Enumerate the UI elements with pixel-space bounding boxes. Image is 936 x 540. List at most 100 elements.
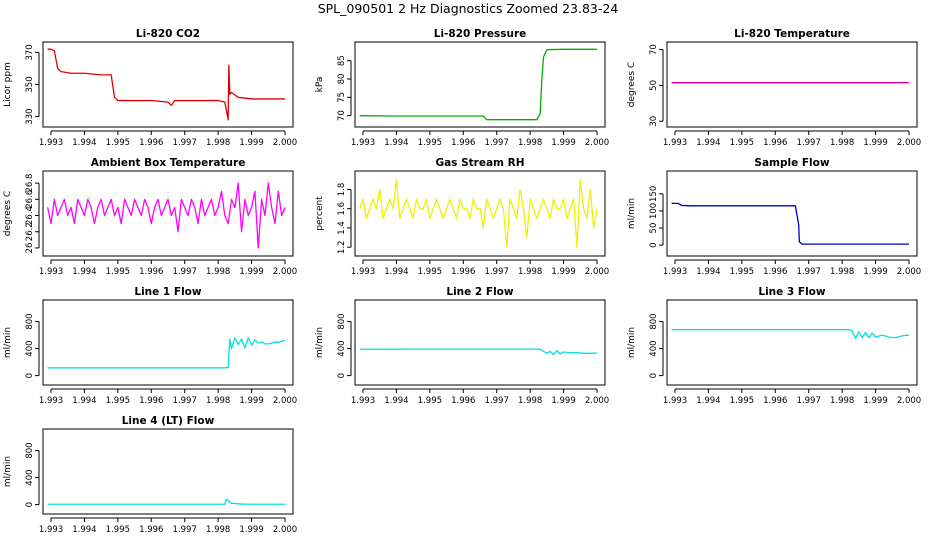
x-tick-label: 1.994 (72, 138, 96, 148)
y-tick-label: 150 (649, 186, 659, 202)
chart-panel: Line 2 Flow ml/min 1.993 1.994 1.995 1.996 1.9… (315, 286, 609, 406)
x-tick-label: 1.993 (351, 138, 375, 148)
chart-panel: Li-820 CO2 Licor ppm 1.993 1.994 1.995 1.996 1… (3, 28, 297, 148)
chart-panel: Line 4 (LT) Flow ml/min 1.993 1.994 1.995 1.9… (3, 415, 297, 535)
x-tick-label: 1.996 (139, 396, 163, 406)
x-tick-label: 1.999 (551, 267, 575, 277)
series-line (671, 202, 909, 245)
chart-title: Line 3 Flow (758, 286, 825, 298)
chart-title: Line 1 Flow (134, 286, 201, 298)
page-title: SPL_090501 2 Hz Diagnostics Zoomed 23.83… (317, 1, 619, 16)
y-tick-label: 26.6 (25, 190, 35, 209)
plot-frame (42, 428, 294, 515)
x-tick-label: 1.994 (72, 525, 96, 535)
chart-title: Gas Stream RH (435, 157, 524, 169)
x-tick-label: 1.996 (763, 396, 787, 406)
x-tick-label: 2.000 (897, 396, 921, 406)
x-tick-label: 1.999 (239, 267, 263, 277)
y-tick-label: 0 (649, 242, 659, 247)
series-line (671, 329, 910, 340)
x-tick-label: 1.999 (239, 525, 263, 535)
y-tick-label: 1.4 (337, 221, 347, 235)
y-tick-label: 100 (649, 203, 659, 219)
x-tick-label: 1.998 (830, 267, 854, 277)
x-tick-label: 1.994 (384, 396, 408, 406)
x-tick-label: 2.000 (273, 138, 297, 148)
y-axis-label: kPa (315, 77, 325, 93)
x-tick-label: 1.999 (863, 267, 887, 277)
x-tick-label: 1.998 (518, 267, 542, 277)
y-axis-label: ml/min (627, 327, 637, 358)
y-axis-label: Licor ppm (3, 62, 13, 107)
x-tick-label: 1.994 (696, 267, 720, 277)
plot-frame (42, 170, 294, 257)
x-tick-label: 1.993 (663, 267, 687, 277)
x-tick-label: 1.998 (830, 396, 854, 406)
plot-frame (666, 299, 918, 386)
y-axis-label: ml/min (3, 456, 13, 487)
y-axis-label: ml/min (627, 198, 637, 229)
x-tick-label: 1.997 (797, 138, 821, 148)
y-tick-label: 80 (337, 74, 347, 85)
y-tick-label: 0 (649, 373, 659, 378)
x-tick-label: 2.000 (273, 267, 297, 277)
x-tick-label: 1.997 (797, 267, 821, 277)
x-tick-label: 1.996 (451, 396, 475, 406)
x-tick-label: 1.993 (351, 267, 375, 277)
x-tick-label: 1.993 (663, 138, 687, 148)
series-line (47, 498, 285, 505)
y-tick-label: 50 (649, 223, 659, 234)
y-tick-label: 26.8 (25, 174, 35, 193)
chart-title: Sample Flow (754, 157, 829, 169)
plot-frame (42, 41, 294, 128)
series-line (47, 182, 286, 249)
y-tick-label: 800 (337, 313, 347, 329)
x-tick-label: 2.000 (585, 267, 609, 277)
plot-frame (666, 170, 918, 257)
chart-panel: Line 1 Flow ml/min 1.993 1.994 1.995 1.996 1.9… (3, 286, 297, 406)
x-tick-label: 1.993 (39, 138, 63, 148)
y-axis-label: ml/min (3, 327, 13, 358)
x-tick-label: 1.996 (763, 267, 787, 277)
chart-panel: Li-820 Pressure kPa 1.993 1.994 1.995 1.996 1.… (315, 28, 609, 148)
y-tick-label: 1.2 (337, 240, 347, 254)
plot-frame (354, 41, 606, 128)
y-tick-label: 800 (649, 313, 659, 329)
x-tick-label: 1.994 (72, 267, 96, 277)
x-tick-label: 1.997 (797, 396, 821, 406)
y-tick-label: 0 (25, 373, 35, 378)
plot-frame (354, 299, 606, 386)
plot-frame (666, 41, 918, 128)
x-tick-label: 1.995 (106, 138, 130, 148)
y-tick-label: 30 (649, 116, 659, 127)
x-tick-label: 1.997 (173, 138, 197, 148)
x-tick-label: 1.997 (173, 396, 197, 406)
y-tick-label: 800 (25, 313, 35, 329)
y-tick-label: 400 (337, 340, 347, 356)
chart-title: Line 2 Flow (446, 286, 513, 298)
y-axis-label: percent (315, 196, 325, 231)
x-tick-label: 1.998 (518, 138, 542, 148)
y-tick-label: 70 (649, 44, 659, 55)
x-tick-label: 1.998 (830, 138, 854, 148)
y-tick-label: 800 (25, 442, 35, 458)
x-tick-label: 1.996 (763, 138, 787, 148)
y-tick-label: 400 (25, 469, 35, 485)
x-tick-label: 1.998 (206, 525, 230, 535)
x-tick-label: 1.993 (39, 267, 63, 277)
x-tick-label: 1.999 (239, 396, 263, 406)
series-line (47, 337, 286, 369)
y-tick-label: 400 (25, 340, 35, 356)
y-axis-label: degrees C (3, 191, 13, 236)
chart-title: Ambient Box Temperature (91, 157, 246, 169)
x-tick-label: 2.000 (897, 138, 921, 148)
y-tick-label: 50 (649, 80, 659, 91)
x-tick-label: 1.995 (418, 138, 442, 148)
y-tick-label: 75 (337, 92, 347, 103)
x-tick-label: 1.994 (72, 396, 96, 406)
x-tick-label: 1.997 (485, 138, 509, 148)
x-tick-label: 1.994 (696, 138, 720, 148)
chart-panel: Li-820 Temperature degrees C 1.993 1.994 1.9… (627, 28, 921, 148)
x-tick-label: 1.999 (551, 396, 575, 406)
x-tick-label: 2.000 (585, 138, 609, 148)
